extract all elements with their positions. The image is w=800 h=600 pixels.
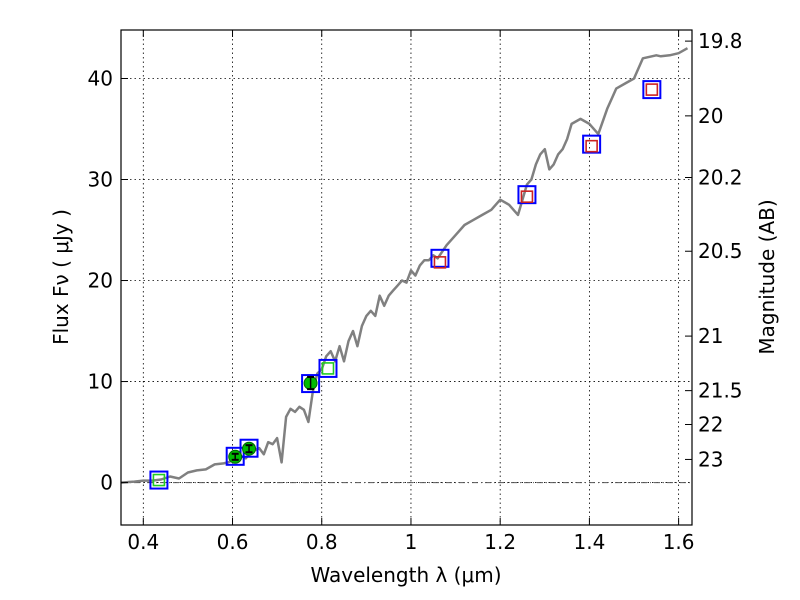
x-tick-label: 0.4 xyxy=(127,530,159,554)
x-tick-label: 1.2 xyxy=(484,530,516,554)
plot-frame xyxy=(120,29,693,526)
observed-open-marker xyxy=(433,256,447,269)
model-photometry-marker xyxy=(582,134,602,154)
y-axis-label: Flux Fν ( μJy ) xyxy=(49,209,73,345)
model-photometry-marker xyxy=(318,358,338,378)
observed-open-marker xyxy=(321,362,335,375)
y-tick-label: 30 xyxy=(88,168,113,192)
model-photometry-marker xyxy=(642,80,662,100)
grid-lines xyxy=(121,30,692,525)
y-tick-label: 0 xyxy=(100,471,113,495)
x-tick-label: 1 xyxy=(405,530,418,554)
y2-tick-label: 21.5 xyxy=(698,379,743,403)
y-tick-label: 40 xyxy=(88,66,113,90)
y2-tick-label: 22 xyxy=(698,412,723,436)
y2-tick-label: 21 xyxy=(698,324,723,348)
model-photometry-marker xyxy=(430,248,450,268)
tick-labels: 0.4 0.6 0.8 1 1.2 1.4 1.6 0 10 20 30 40 19.8 20 20.2 20… xyxy=(88,29,743,554)
observed-open-marker xyxy=(520,190,534,203)
y2-tick-label: 19.8 xyxy=(698,29,743,53)
plot-background xyxy=(121,30,692,525)
x-axis-label: Wavelength λ (μm) xyxy=(310,563,501,587)
y-tick-label: 10 xyxy=(88,370,113,394)
y-tick-label: 20 xyxy=(88,269,113,293)
y2-tick-label: 23 xyxy=(698,447,723,471)
model-photometry-marker xyxy=(517,185,537,205)
x-tick-label: 1.6 xyxy=(663,530,695,554)
axis-ticks xyxy=(121,30,692,525)
observed-open-marker xyxy=(152,473,166,487)
model-photometry-marker xyxy=(149,470,169,490)
x-tick-label: 0.8 xyxy=(306,530,338,554)
y2-tick-label: 20.2 xyxy=(698,165,743,189)
y2-tick-label: 20 xyxy=(698,104,723,128)
model-photometry-marker xyxy=(239,438,259,458)
model-photometry-marker xyxy=(301,374,321,394)
x-tick-label: 1.4 xyxy=(573,530,605,554)
observed-open-marker xyxy=(585,139,598,153)
y2-axis-label: Magnitude (AB) xyxy=(755,199,779,354)
plot-area xyxy=(121,47,689,490)
y2-tick-label: 20.5 xyxy=(698,239,743,263)
observed-open-marker xyxy=(645,83,659,96)
x-tick-label: 0.6 xyxy=(217,530,249,554)
